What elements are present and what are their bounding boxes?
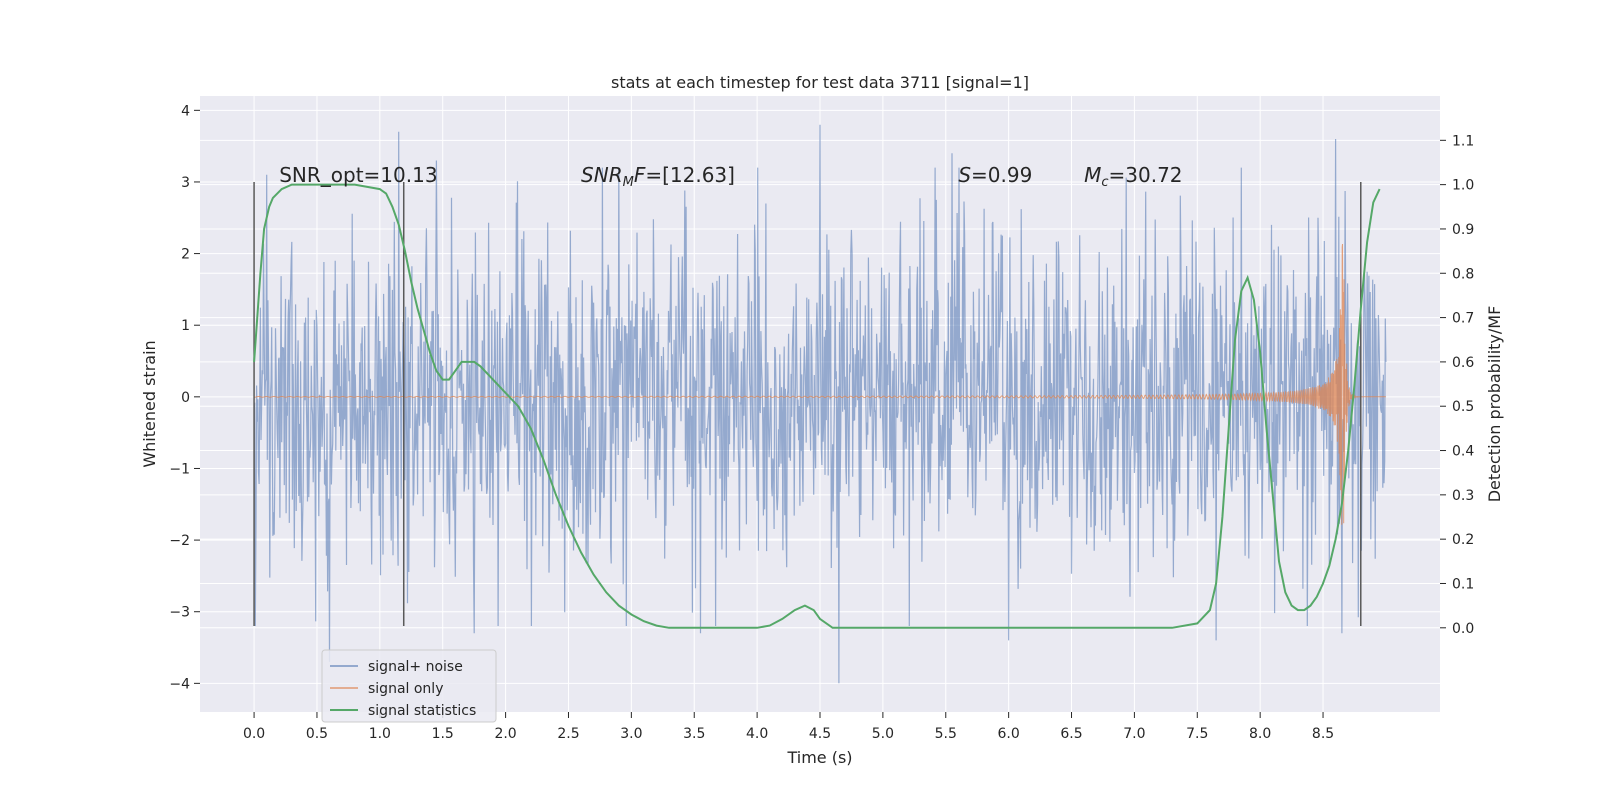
annotations: SNR_opt=10.13 SNRMF=[12.63] S=0.99 Mc=30.72 bbox=[279, 163, 1182, 190]
x-tick-label: 8.5 bbox=[1312, 726, 1334, 742]
x-tick-label: 7.5 bbox=[1186, 726, 1208, 742]
legend-label: signal+ noise bbox=[368, 659, 463, 675]
plot-area bbox=[253, 124, 1387, 684]
y-tick-label: −4 bbox=[169, 676, 190, 692]
y2-tick-label: 0.7 bbox=[1452, 311, 1474, 327]
signal-statistics-line bbox=[253, 183, 1381, 629]
x-tick-label: 0.5 bbox=[306, 726, 328, 742]
y-tick-label: 0 bbox=[181, 390, 190, 406]
annotation-1: SNRMF=[12.63] bbox=[581, 163, 735, 190]
y-axis-left: 4 3 2 1 0 −1 −2 −3 −4 bbox=[169, 103, 200, 692]
y2-tick-label: 0.3 bbox=[1452, 488, 1474, 504]
y-axis-label: Whitened strain bbox=[140, 340, 159, 467]
x-tick-label: 1.5 bbox=[432, 726, 454, 742]
series-signal-only bbox=[253, 243, 1386, 525]
y-tick-label: −2 bbox=[169, 533, 190, 549]
x-tick-label: 5.5 bbox=[935, 726, 957, 742]
annotation-2: S=0.99 bbox=[958, 163, 1032, 187]
x-axis-label: Time (s) bbox=[786, 748, 852, 767]
x-tick-label: 0.0 bbox=[243, 726, 265, 742]
y-tick-label: 2 bbox=[181, 247, 190, 263]
y-tick-label: 3 bbox=[181, 175, 190, 191]
legend-box bbox=[321, 649, 497, 723]
y2-tick-label: 0.1 bbox=[1452, 576, 1474, 592]
y-tick-label: 1 bbox=[181, 318, 190, 334]
signal-noise-line bbox=[253, 124, 1387, 684]
x-tick-label: 3.0 bbox=[620, 726, 642, 742]
annotation-3: Mc=30.72 bbox=[1084, 163, 1182, 190]
y2-tick-label: 0.9 bbox=[1452, 222, 1474, 238]
x-tick-label: 7.0 bbox=[1123, 726, 1145, 742]
y-axis-right: 1.1 1.0 0.9 0.8 0.7 0.6 0.5 0.4 0.3 0.2 0.1 0.0 bbox=[1440, 133, 1474, 637]
y2-tick-label: 0.4 bbox=[1452, 444, 1474, 460]
x-tick-label: 5.0 bbox=[872, 726, 894, 742]
y2-tick-label: 0.0 bbox=[1452, 621, 1474, 637]
y-tick-label: −1 bbox=[169, 461, 190, 477]
annotation-0: SNR_opt=10.13 bbox=[279, 163, 437, 187]
y2-tick-label: 0.2 bbox=[1452, 532, 1474, 548]
y2-tick-label: 1.0 bbox=[1452, 178, 1474, 194]
x-tick-label: 4.0 bbox=[746, 726, 768, 742]
signal-only-line bbox=[253, 243, 1386, 525]
legend-label: signal statistics bbox=[368, 703, 476, 719]
x-tick-label: 6.5 bbox=[1060, 726, 1082, 742]
x-tick-label: 8.0 bbox=[1249, 726, 1271, 742]
x-tick-label: 4.5 bbox=[809, 726, 831, 742]
x-tick-label: 1.0 bbox=[369, 726, 391, 742]
x-tick-label: 6.0 bbox=[998, 726, 1020, 742]
legend-label: signal only bbox=[368, 681, 443, 697]
series-signal-statistics bbox=[253, 183, 1381, 629]
x-axis: 0.0 0.5 1.0 1.5 2.0 2.5 3.0 3.5 4.0 4.5 5.0 5.5 6.0 6… bbox=[243, 712, 1334, 742]
x-tick-label: 2.5 bbox=[557, 726, 579, 742]
y2-tick-label: 0.5 bbox=[1452, 399, 1474, 415]
series-signal-noise bbox=[253, 124, 1387, 684]
vertical-markers bbox=[253, 181, 1362, 627]
y2-tick-label: 0.6 bbox=[1452, 355, 1474, 371]
y-tick-label: −3 bbox=[169, 605, 190, 621]
x-tick-label: 3.5 bbox=[683, 726, 705, 742]
y2-tick-label: 1.1 bbox=[1452, 133, 1474, 149]
y-tick-label: 4 bbox=[181, 103, 190, 119]
chart-title: stats at each timestep for test data 371… bbox=[611, 73, 1029, 92]
y2-axis-label: Detection probability/MF bbox=[1485, 306, 1504, 503]
y2-tick-label: 0.8 bbox=[1452, 266, 1474, 282]
legend: signal+ noise signal only signal statistic… bbox=[321, 649, 497, 723]
x-tick-label: 2.0 bbox=[494, 726, 516, 742]
